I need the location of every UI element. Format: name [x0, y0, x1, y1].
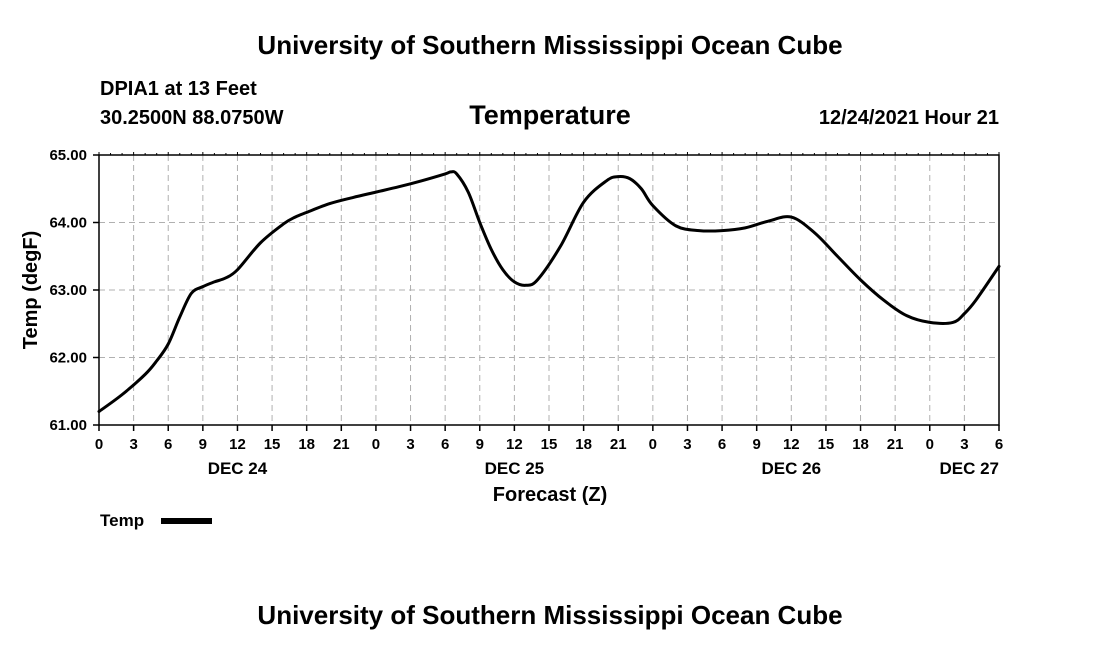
x-tick-label: 21: [887, 436, 904, 453]
x-tick-label: 6: [995, 436, 1003, 453]
station-coordinates: 30.2500N 88.0750W: [100, 107, 284, 129]
x-tick-label: 0: [649, 436, 657, 453]
x-tick-label: 12: [783, 436, 800, 453]
x-tick-label: 6: [164, 436, 172, 453]
chart-title: Temperature: [469, 100, 631, 130]
x-tick-label: 3: [406, 436, 414, 453]
y-tick-label: 62.00: [49, 350, 87, 367]
x-tick-label: 18: [852, 436, 869, 453]
y-tick-label: 64.00: [49, 215, 87, 232]
y-tick-label: 63.00: [49, 282, 87, 299]
x-tick-label: 15: [541, 436, 558, 453]
forecast-timestamp: 12/24/2021 Hour 21: [819, 107, 999, 129]
y-tick-label: 65.00: [49, 147, 87, 164]
y-axis-label: Temp (degF): [20, 231, 42, 350]
series-temp: [97, 170, 1001, 413]
x-tick-label: 9: [476, 436, 484, 453]
x-tick-label: 3: [683, 436, 691, 453]
grid-lines: [99, 155, 999, 425]
x-tick-label: 0: [372, 436, 380, 453]
x-date-label: DEC 24: [208, 459, 268, 478]
y-tick-label: 61.00: [49, 417, 87, 434]
x-tick-label: 18: [575, 436, 592, 453]
x-date-label: DEC 27: [939, 459, 999, 478]
x-tick-label: 15: [818, 436, 835, 453]
x-tick-label: 3: [960, 436, 968, 453]
x-tick-label: 15: [264, 436, 281, 453]
x-date-label: DEC 26: [762, 459, 822, 478]
x-tick-label: 12: [229, 436, 246, 453]
x-tick-label: 0: [926, 436, 934, 453]
x-tick-label: 12: [506, 436, 523, 453]
page-title: University of Southern Mississippi Ocean…: [257, 30, 842, 60]
x-tick-label: 21: [610, 436, 627, 453]
x-tick-label: 3: [129, 436, 137, 453]
axis-ticks: 0 3 6 9 12 15 18 21 0 3 6 9 12 15 18 21 0 3 6 9 12 15 18 21 0 3 6 6…: [49, 147, 1003, 478]
x-date-label: DEC 25: [485, 459, 545, 478]
station-label: DPIA1 at 13 Feet: [100, 78, 257, 100]
x-tick-label: 6: [718, 436, 726, 453]
x-tick-label: 6: [441, 436, 449, 453]
temp-line: [97, 170, 1001, 413]
x-axis-label: Forecast (Z): [493, 484, 607, 506]
legend: Temp: [100, 511, 212, 530]
x-tick-label: 9: [753, 436, 761, 453]
x-tick-label: 0: [95, 436, 103, 453]
x-tick-label: 21: [333, 436, 350, 453]
legend-label: Temp: [100, 511, 144, 530]
x-tick-label: 9: [199, 436, 207, 453]
footer-title: University of Southern Mississippi Ocean…: [257, 600, 842, 630]
x-tick-label: 18: [298, 436, 315, 453]
